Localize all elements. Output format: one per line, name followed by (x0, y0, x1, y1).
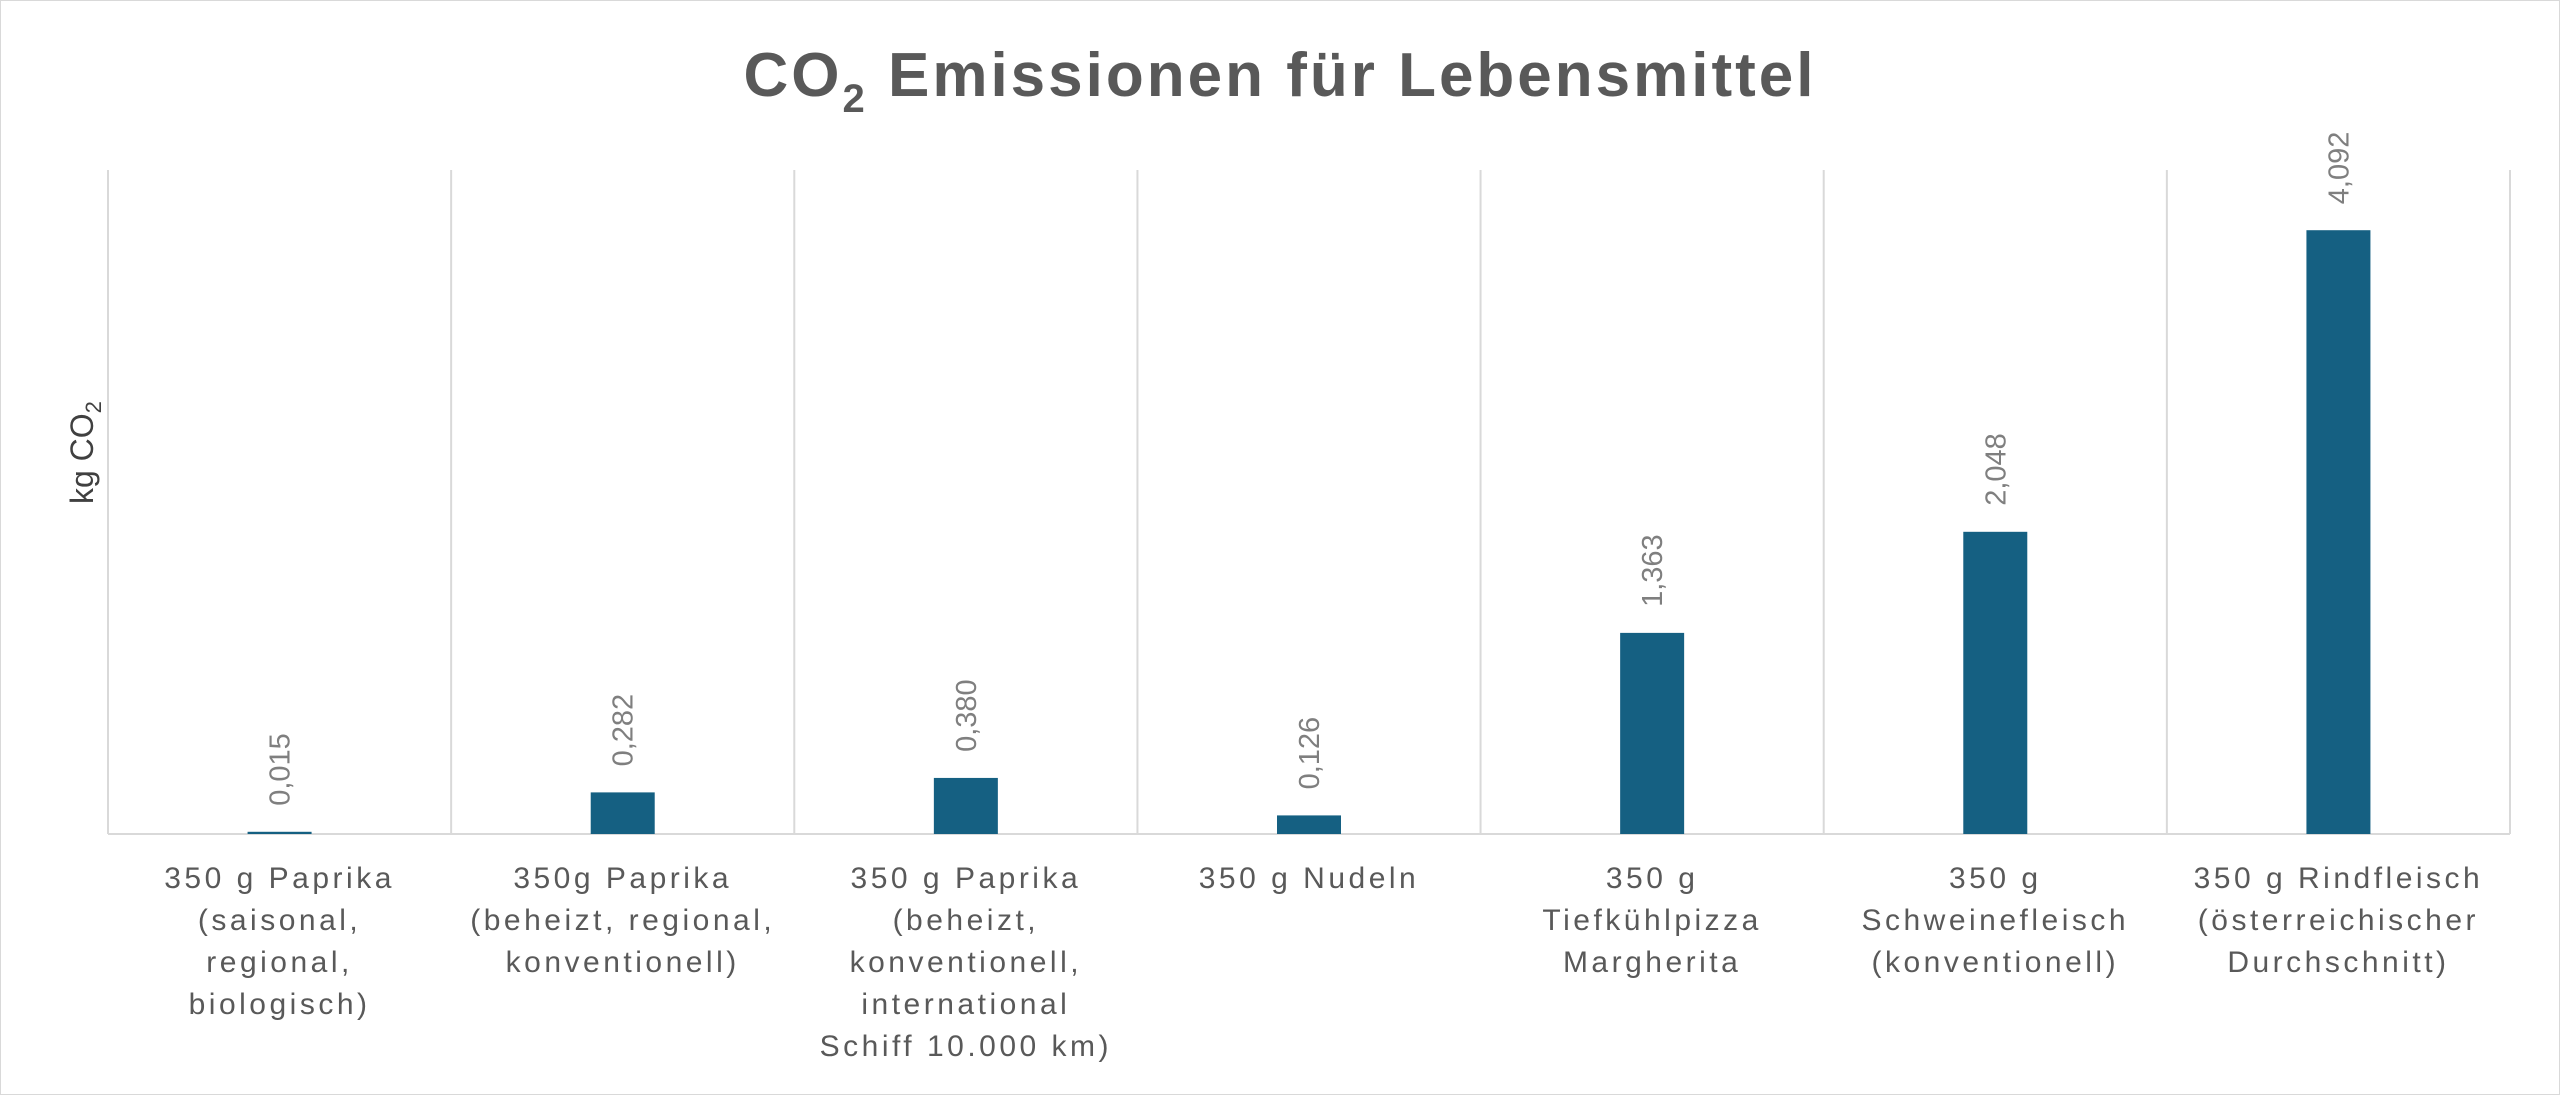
category-label: 350 g Paprika (beheizt, konventionell, inte… (820, 862, 1112, 1063)
data-label: 0,282 (608, 694, 640, 767)
data-label: 0,126 (1294, 717, 1326, 790)
data-label: 1,363 (1637, 534, 1669, 607)
data-label: 0,380 (951, 679, 983, 752)
bar (933, 777, 998, 834)
data-label: 2,048 (1980, 433, 2012, 506)
bar (1277, 815, 1341, 834)
y-axis-label: kg CO2 (64, 401, 106, 504)
category-label: 350 g Schweinefleisch (konventionell) (1861, 862, 2129, 979)
chart-title: CO2 Emissionen für Lebensmittel (744, 41, 1817, 121)
bar (247, 831, 312, 834)
data-label: 0,015 (265, 733, 297, 806)
bar (590, 792, 655, 834)
category-labels: 350 g Paprika (saisonal, regional, biologis… (164, 862, 2484, 1063)
bar (1963, 531, 2028, 834)
data-label: 4,092 (2323, 132, 2355, 205)
category-label: 350 g Rindfleisch (österreichischer Durchs… (2194, 862, 2484, 979)
category-label: 350g Paprika (beheizt, regional, konventio… (470, 862, 775, 979)
category-label: 350 g Paprika (saisonal, regional, biologis… (164, 862, 395, 1021)
bars (247, 230, 2371, 835)
category-label: 350 g Nudeln (1199, 862, 1419, 895)
bar (2306, 230, 2371, 835)
data-labels: 0,015 0,282 0,380 0,126 1,363 2,048 4,092 (265, 132, 2356, 806)
bar (1620, 632, 1685, 834)
category-label: 350 g Tiefkühlpizza Margherita (1542, 862, 1761, 979)
